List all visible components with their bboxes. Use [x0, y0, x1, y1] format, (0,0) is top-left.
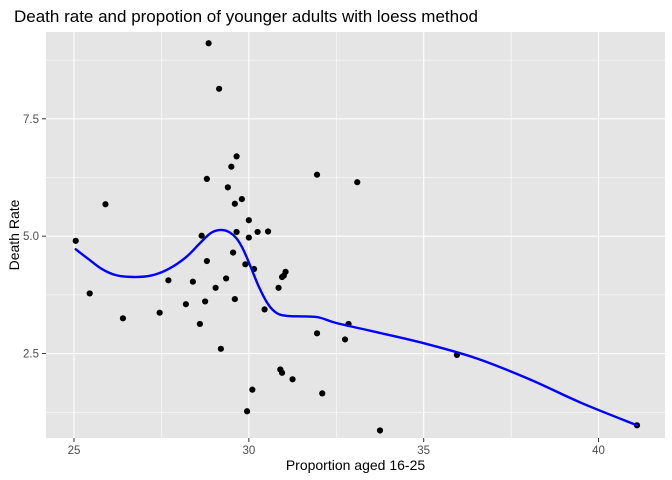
- data-point: [245, 234, 252, 241]
- data-point: [319, 390, 326, 397]
- data-point: [102, 201, 109, 208]
- data-point: [119, 315, 127, 322]
- data-point: [354, 179, 361, 186]
- data-point: [217, 345, 224, 352]
- data-point: [249, 386, 256, 393]
- data-point: [229, 249, 237, 256]
- data-point: [223, 275, 230, 282]
- data-point: [313, 330, 321, 337]
- data-point: [165, 277, 172, 284]
- y-tick-label: 2.5: [23, 349, 39, 361]
- data-point: [233, 153, 240, 160]
- data-point: [254, 228, 261, 236]
- y-axis-title: Death Rate: [6, 199, 22, 270]
- data-point: [212, 284, 219, 291]
- data-point: [313, 171, 321, 178]
- minor-gridlines: [46, 32, 665, 438]
- data-point: [278, 369, 286, 376]
- data-point: [238, 195, 245, 203]
- y-tick-label: 5.0: [23, 231, 39, 243]
- plot-panel: [46, 32, 665, 438]
- x-axis-title: Proportion aged 16-25: [286, 457, 426, 473]
- x-tick-label: 35: [417, 445, 430, 457]
- data-point: [72, 237, 79, 244]
- x-tick-label: 40: [592, 445, 605, 457]
- data-point: [224, 184, 231, 191]
- data-point: [86, 290, 93, 297]
- y-tick-label: 7.5: [23, 114, 39, 126]
- data-point: [182, 301, 189, 308]
- data-point: [205, 40, 212, 47]
- data-point: [289, 376, 296, 383]
- data-point: [203, 175, 210, 183]
- data-point: [231, 200, 238, 207]
- data-point: [231, 295, 238, 303]
- data-point: [233, 228, 240, 236]
- y-axis-ticks: 2.5 5.0 7.5: [23, 114, 46, 361]
- data-point: [242, 261, 249, 268]
- data-point: [261, 306, 268, 313]
- x-tick-label: 25: [68, 445, 81, 457]
- data-point: [243, 408, 251, 415]
- data-point: [275, 284, 282, 291]
- scatter-points: [72, 40, 641, 434]
- x-axis-ticks: 25 30 35 40: [68, 438, 605, 457]
- x-tick-label: 30: [242, 445, 255, 457]
- data-point: [376, 427, 384, 434]
- data-point: [228, 163, 235, 170]
- data-point: [264, 228, 272, 235]
- data-point: [202, 298, 209, 305]
- data-point: [189, 278, 196, 285]
- data-point: [282, 268, 289, 275]
- loess-line: [74, 228, 639, 427]
- data-point: [156, 309, 163, 316]
- data-point: [203, 257, 210, 265]
- data-point: [196, 320, 203, 328]
- data-point: [245, 217, 252, 224]
- chart-title: Death rate and propotion of younger adul…: [14, 7, 478, 26]
- data-point: [216, 85, 223, 92]
- data-point: [341, 336, 349, 343]
- data-point: [198, 232, 205, 239]
